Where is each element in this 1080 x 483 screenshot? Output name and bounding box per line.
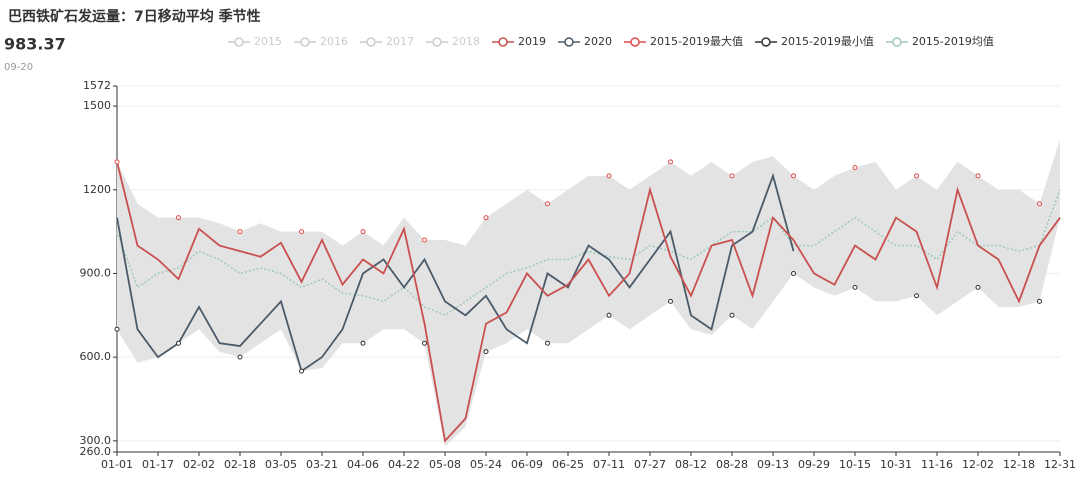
legend-marker xyxy=(761,37,771,47)
extreme-marker xyxy=(606,312,612,318)
extreme-marker xyxy=(114,326,120,332)
extreme-marker xyxy=(545,201,550,207)
extreme-marker xyxy=(299,229,304,235)
extreme-marker xyxy=(483,215,489,221)
x-tick-label: 10-15 xyxy=(839,458,871,471)
legend-label: 2018 xyxy=(452,35,480,48)
x-tick-label: 02-18 xyxy=(224,458,256,471)
x-tick-label: 09-29 xyxy=(798,458,830,471)
x-tick-label: 06-25 xyxy=(552,458,584,471)
current-date: 09-20 xyxy=(4,62,33,73)
extreme-marker xyxy=(176,215,181,221)
legend-label: 2019 xyxy=(518,35,546,48)
extreme-marker xyxy=(1037,201,1042,207)
x-tick-label: 07-11 xyxy=(593,458,625,471)
legend-label: 2016 xyxy=(320,35,348,48)
x-tick-label: 03-05 xyxy=(265,458,297,471)
extreme-marker xyxy=(606,173,612,179)
legend-marker xyxy=(498,37,508,47)
extreme-marker xyxy=(729,312,735,318)
extreme-marker xyxy=(360,229,366,235)
legend-marker xyxy=(300,37,310,47)
extreme-marker xyxy=(360,340,366,346)
x-tick-label: 12-18 xyxy=(1003,458,1035,471)
extreme-marker xyxy=(852,284,858,290)
y-tick-label: 1200 xyxy=(83,183,111,196)
extreme-marker xyxy=(914,293,919,299)
extreme-marker xyxy=(975,284,981,290)
legend-marker xyxy=(432,37,442,47)
y-tick-label: 600.0 xyxy=(80,350,112,363)
extreme-marker xyxy=(852,164,858,170)
x-tick-label: 02-02 xyxy=(183,458,215,471)
range-band xyxy=(117,139,1060,447)
extreme-marker xyxy=(545,340,550,346)
y-tick-label: 1572 xyxy=(83,79,111,92)
extreme-marker xyxy=(176,340,181,346)
line-1 xyxy=(116,172,795,373)
current-value: 983.37 xyxy=(4,35,66,54)
extreme-marker xyxy=(791,270,796,276)
extreme-marker xyxy=(114,159,120,165)
y-tick-label: 1500 xyxy=(83,99,111,112)
x-tick-label: 01-17 xyxy=(142,458,174,471)
x-tick-label: 08-28 xyxy=(716,458,748,471)
x-tick-label: 07-27 xyxy=(634,458,666,471)
legend-label: 2015 xyxy=(254,35,282,48)
extreme-marker xyxy=(914,173,919,179)
legend-marker xyxy=(630,37,640,47)
legend-marker xyxy=(892,37,902,47)
legend-marker xyxy=(366,37,376,47)
extreme-marker xyxy=(237,354,243,360)
legend-marker xyxy=(234,37,244,47)
x-tick-label: 09-13 xyxy=(757,458,789,471)
extreme-marker xyxy=(975,173,981,179)
extreme-marker xyxy=(299,368,304,374)
x-tick-label: 04-22 xyxy=(388,458,420,471)
x-tick-label: 05-08 xyxy=(429,458,461,471)
x-tick-label: 12-02 xyxy=(962,458,994,471)
extreme-marker xyxy=(1037,298,1042,304)
extreme-marker xyxy=(237,229,243,235)
extreme-marker xyxy=(668,298,673,304)
extreme-marker xyxy=(668,159,673,165)
x-tick-label: 11-16 xyxy=(921,458,953,471)
extreme-marker xyxy=(729,173,735,179)
legend-label: 2017 xyxy=(386,35,414,48)
legend-label: 2015-2019最小值 xyxy=(781,35,874,48)
line-0 xyxy=(116,161,1061,443)
extreme-marker xyxy=(791,173,796,179)
legend-marker xyxy=(564,37,574,47)
y-tick-label: 900.0 xyxy=(80,266,112,279)
extreme-marker xyxy=(422,237,427,243)
line-mean xyxy=(116,189,1061,317)
x-tick-label: 10-31 xyxy=(880,458,912,471)
legend-label: 2020 xyxy=(584,35,612,48)
x-tick-label: 06-09 xyxy=(511,458,543,471)
x-tick-label: 08-12 xyxy=(675,458,707,471)
x-tick-label: 05-24 xyxy=(470,458,502,471)
x-tick-label: 04-06 xyxy=(347,458,379,471)
x-tick-label: 03-21 xyxy=(306,458,338,471)
title: 巴西铁矿石发运量：7日移动平均 季节性 xyxy=(8,8,261,25)
extreme-marker xyxy=(422,340,427,346)
y-tick-label: 260.0 xyxy=(80,445,112,458)
legend-label: 2015-2019均值 xyxy=(912,35,994,48)
x-tick-label: 12-31 xyxy=(1044,458,1076,471)
y-tick-label: 300.0 xyxy=(80,434,112,447)
legend-label: 2015-2019最大值 xyxy=(650,34,743,48)
x-tick-label: 01-01 xyxy=(101,458,133,471)
extreme-marker xyxy=(483,349,489,355)
